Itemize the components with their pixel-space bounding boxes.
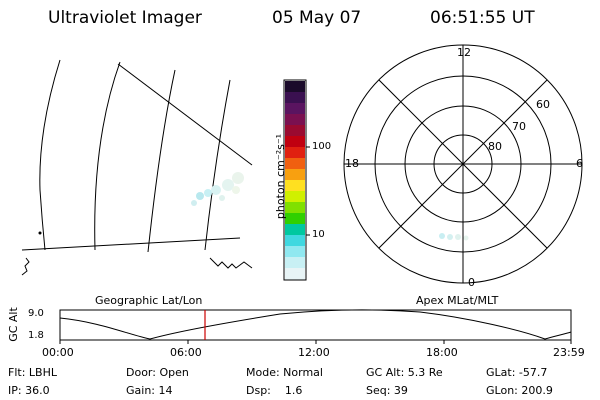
colorbar-segment [285,169,305,181]
info-ip: IP: 36.0 [8,384,50,397]
mlt-label-0: 0 [468,276,475,289]
colorbar-tick-10: 10 [312,229,325,240]
alt-ytick-9: 9.0 [28,308,44,319]
colorbar-segment [285,202,305,214]
info-gain: Gain: 14 [126,384,173,397]
colorbar-segment [285,136,305,148]
info-seq: Seq: 39 [366,384,408,397]
mlt-label-12: 12 [457,46,471,59]
colorbar-segment [285,246,305,258]
colorbar-tick-100: 100 [312,141,332,152]
colorbar-segment [285,92,305,104]
lat-label-70: 70 [512,120,526,133]
left-map-caption: Geographic Lat/Lon [95,294,203,307]
right-aurora [439,233,469,241]
polar-plot [343,44,583,284]
alt-plot-ylabel: GC Alt [6,307,20,342]
colorbar-segment [285,158,305,170]
colorbar-segment [285,224,305,236]
mlt-label-18: 18 [345,157,359,170]
colorbar-segment [285,268,305,280]
right-map-caption: Apex MLat/MLT [416,294,499,307]
info-flt: Flt: LBHL [8,366,57,379]
info-door: Door: Open [126,366,189,379]
mlt-label-6: 6 [576,157,583,170]
info-gcalt: GC Alt: 5.3 Re [366,366,443,379]
colorbar-segment [285,81,305,93]
geographic-map [21,59,253,276]
colorbar-label: photon cm⁻²s⁻¹ [274,133,288,220]
colorbar-segment [285,125,305,137]
info-mode: Mode: Normal [246,366,323,379]
lat-label-80: 80 [488,140,502,153]
colorbar-segment [285,103,305,115]
date-label: 05 May 07 [272,8,362,28]
colorbar-segment [285,191,305,203]
colorbar-segment [285,213,305,225]
alt-xtick-3: 18:00 [426,346,458,359]
alt-xtick-2: 12:00 [298,346,330,359]
altitude-plot [59,309,572,344]
info-glat: GLat: -57.7 [486,366,548,379]
colorbar-segment [285,147,305,159]
alt-xtick-4: 23:59 [553,346,585,359]
colorbar [283,79,310,281]
info-dsp: Dsp: 1.6 [246,384,303,397]
info-glon: GLon: 200.9 [486,384,553,397]
colorbar-segment [285,257,305,269]
instrument-title: Ultraviolet Imager [48,8,202,28]
colorbar-segment [285,180,305,192]
colorbar-segment [285,235,305,247]
lat-label-60: 60 [536,98,550,111]
time-label: 06:51:55 UT [430,8,535,28]
alt-xtick-1: 06:00 [170,346,202,359]
colorbar-segment [285,114,305,126]
alt-ytick-1: 1.8 [28,330,44,341]
left-aurora [38,172,244,235]
alt-xtick-0: 00:00 [42,346,74,359]
